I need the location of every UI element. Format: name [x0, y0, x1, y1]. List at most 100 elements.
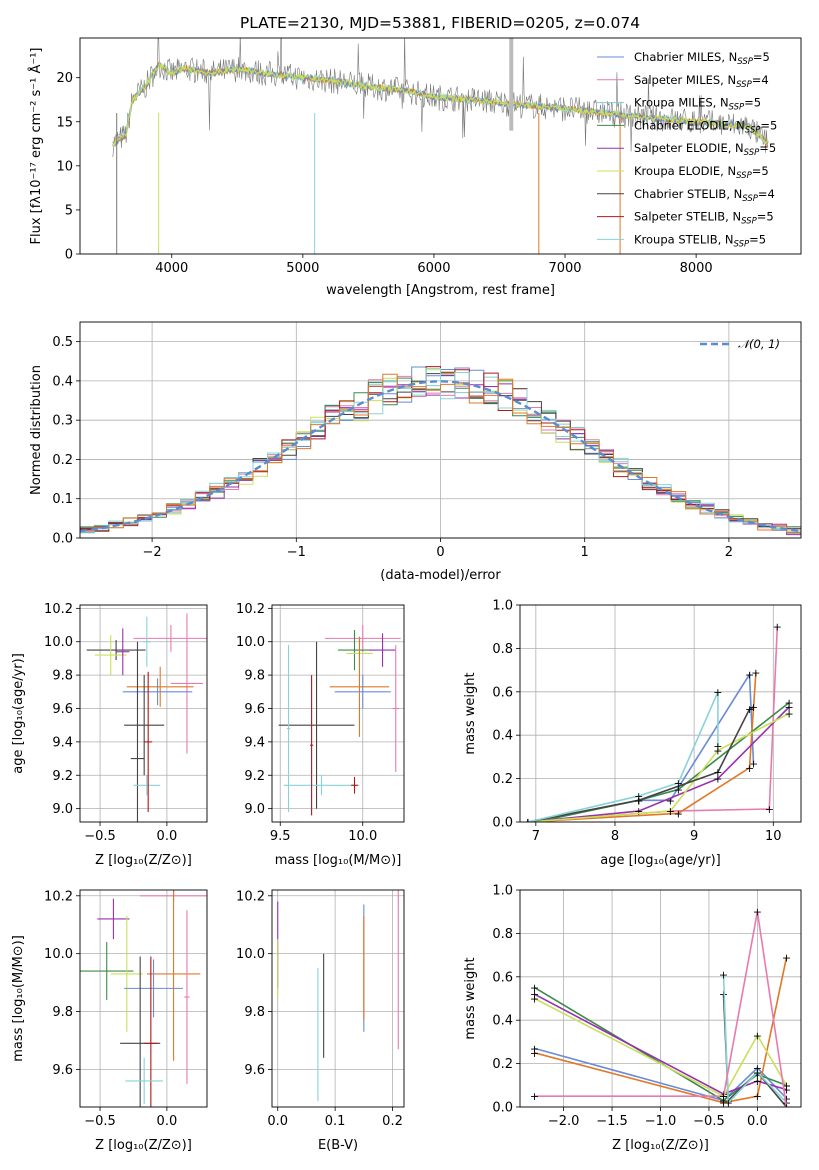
mw-age-marker: + — [749, 701, 758, 714]
mw-z-marker: + — [530, 988, 539, 1001]
y-tick-label: 9.6 — [52, 1063, 73, 1078]
y-tick-label: 9.0 — [244, 802, 265, 817]
x-tick-label: −0.5 — [693, 1114, 725, 1129]
c7-plot — [277, 890, 399, 1102]
mw-z-series-4 — [534, 997, 788, 1098]
mw-age-series-1 — [527, 626, 779, 822]
y-tick-label: 0.0 — [52, 532, 73, 547]
legend-main: Kroupa STELIB, N — [634, 232, 734, 246]
legend-tail: =4 — [758, 187, 775, 201]
mw-z-marker: + — [753, 1090, 762, 1103]
legend-sub: SSP — [745, 125, 761, 135]
y-tick-label: 10.2 — [44, 889, 73, 904]
c1-plot — [112, 38, 769, 254]
mw-age-marker: + — [666, 805, 675, 818]
mw-age-marker: + — [674, 783, 683, 796]
mass_vs_z-axes: −0.5 0.0 9.6 9.8 10.0 10.2 Z [log₁₀(Z/Z⊙)] mass… — [11, 889, 207, 1153]
x-axis-label: mass [log₁₀(M/M⊙)] — [275, 853, 402, 868]
x-tick-label: 8000 — [680, 261, 713, 276]
spectrum-line-0 — [112, 38, 769, 158]
residual-axes: −2 −1 0 1 2 0.0 0.1 0.2 0.3 0.4 0.5 (data-model)/er… — [29, 322, 801, 583]
mw-z-marker: + — [719, 1090, 728, 1103]
y-tick-label: 0.4 — [492, 729, 513, 744]
x-tick-label: −2 — [143, 545, 162, 560]
mw-age-marker: + — [523, 816, 532, 829]
x-tick-label: 10.0 — [348, 829, 377, 844]
x-tick-label: −1.5 — [596, 1114, 628, 1129]
y-tick-label: 10 — [56, 159, 73, 174]
mw-z-marker: + — [782, 1101, 791, 1114]
spectrum-frame — [79, 37, 802, 255]
mw-z-marker: + — [782, 1079, 791, 1092]
mw-z-marker: + — [530, 993, 539, 1006]
x-axis-label: wavelength [Angstrom, rest frame] — [326, 283, 555, 298]
residual-frame — [79, 321, 802, 539]
x-tick-label: 2 — [725, 545, 733, 560]
mw-z-marker: + — [753, 1062, 762, 1075]
mw-age-marker: + — [634, 805, 643, 818]
y-tick-label: 0.4 — [52, 374, 73, 389]
mw-age-marker: + — [634, 790, 643, 803]
mw-age-marker: + — [531, 816, 540, 829]
y-tick-label: 0.3 — [52, 414, 73, 429]
y-tick-label: 9.8 — [244, 669, 265, 684]
legend-entry: Chabrier MILES, NSSP=5 — [634, 50, 770, 67]
x-tick-label: 0.1 — [325, 1114, 346, 1129]
x-tick-label: 0.0 — [157, 829, 178, 844]
legend-sub: SSP — [741, 217, 757, 227]
legend-tail: =5 — [744, 96, 761, 110]
mw-z-marker: + — [530, 982, 539, 995]
mw-age-marker: + — [713, 740, 722, 753]
x-axis-label: (data-model)/error — [380, 568, 501, 583]
x-tick-label: 7 — [532, 829, 540, 844]
y-tick-label: 10.0 — [236, 947, 265, 962]
c4-plot — [278, 625, 401, 816]
x-axis-label: age [log₁₀(age/yr)] — [600, 853, 721, 868]
mw-z-marker: + — [719, 969, 728, 982]
y-tick-label: 0 — [65, 248, 73, 263]
x-axis-label: E(B-V) — [318, 1138, 358, 1153]
c5-plot: ++ +++++ ++++++++++++++++++++++++++++ — [523, 621, 794, 829]
y-tick-label: 9.8 — [52, 1005, 73, 1020]
mw-z-marker: + — [753, 1075, 762, 1088]
x-tick-label: 0 — [436, 545, 444, 560]
mw-age-marker: + — [713, 744, 722, 757]
mw-age-marker: + — [523, 816, 532, 829]
mw-age-marker: + — [749, 757, 758, 770]
c6-plot — [80, 890, 207, 1107]
mw-z-marker: + — [782, 1084, 791, 1097]
legend-sub: SSP — [729, 103, 745, 113]
mw-age-marker: + — [523, 816, 532, 829]
mw_vs_z-axes: −2.0 −1.5 −1.0 −0.5 0.0 0.0 0.2 0.4 0.6 0.8 1.0 Z [… — [463, 884, 801, 1153]
x-tick-label: 9 — [690, 829, 698, 844]
mw-age-marker: + — [634, 794, 643, 807]
legend-sub: SSP — [744, 148, 760, 158]
x-tick-label: −2.0 — [548, 1114, 580, 1129]
x-tick-label: 1 — [581, 545, 589, 560]
mw-age-marker: + — [751, 666, 760, 679]
mw-age-series-2 — [527, 672, 757, 822]
y-tick-label: 0.0 — [492, 1101, 513, 1116]
y-tick-label: 9.6 — [52, 702, 73, 717]
normal-curve — [80, 380, 801, 533]
y-tick-label: 0.5 — [52, 335, 73, 350]
y-tick-label: 9.2 — [52, 769, 73, 784]
legend-main: Kroupa ELODIE, N — [634, 164, 736, 178]
x-axis-label: Z [log₁₀(Z/Z⊙)] — [95, 1138, 192, 1153]
legend-main: Chabrier ELODIE, N — [634, 118, 745, 132]
x-tick-label: 9.5 — [270, 829, 291, 844]
y-tick-label: 10.2 — [44, 602, 73, 617]
age-vs-mass-frame — [271, 604, 405, 823]
y-tick-label: 9.6 — [244, 1063, 265, 1078]
legend-sub: SSP — [742, 194, 758, 204]
y-tick-label: 9.8 — [52, 669, 73, 684]
x-tick-label: 0.2 — [382, 1114, 403, 1129]
mw-z-series-6 — [722, 974, 788, 1105]
mw-age-marker: + — [773, 621, 782, 634]
x-axis-label: Z [log₁₀(Z/Z⊙)] — [612, 1138, 709, 1153]
y-tick-label: 1.0 — [492, 599, 513, 614]
mw-age-marker: + — [785, 701, 794, 714]
mw-z-marker: + — [719, 1097, 728, 1110]
mw-z-marker: + — [530, 1090, 539, 1103]
y-axis-label: mass weight — [463, 957, 478, 1039]
